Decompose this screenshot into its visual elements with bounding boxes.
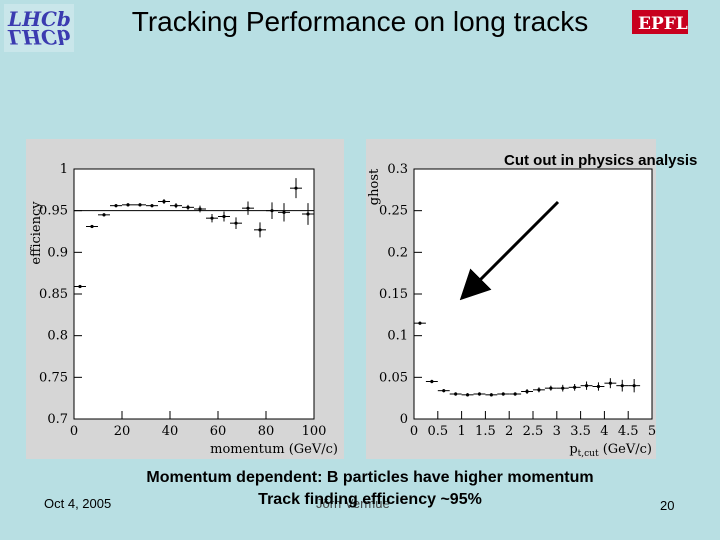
ghost-x-tick-label: 3.5 <box>570 424 591 439</box>
ghost-y-tick-label: 0.3 <box>387 162 408 177</box>
efficiency-data-point <box>218 211 230 222</box>
ghost-y-tick-label: 0.05 <box>379 370 408 385</box>
ghost-data-point <box>473 392 486 396</box>
efficiency-data-point <box>242 201 254 215</box>
ghost-data-point <box>592 382 605 391</box>
efficiency-data-point <box>86 224 98 229</box>
footer-line-2: Track finding efficiency ~95% <box>258 491 482 508</box>
efficiency-data-point <box>110 204 122 208</box>
annotation-arrow <box>459 200 560 301</box>
efficiency-x-tick-label: 20 <box>114 424 131 439</box>
ghost-chart: 0 0.5 1 1.5 2 2.5 3 3.5 4 4.5 5 0 0.05 0.1 0.15 0.2 0.25… <box>367 162 656 459</box>
ghost-data-point <box>449 392 462 396</box>
ghost-x-tick-label: 4.5 <box>618 424 639 439</box>
efficiency-y-tick-label: 0.7 <box>47 412 68 427</box>
ghost-x-tick-label: 2 <box>505 424 513 439</box>
efficiency-x-tick-label: 60 <box>210 424 227 439</box>
ghost-data-point <box>461 393 474 397</box>
ghost-chart-panel: 0 0.5 1 1.5 2 2.5 3 3.5 4 4.5 5 0 0.05 0.1 0.15 0.2 0.25… <box>366 139 656 459</box>
efficiency-x-label: momentum (GeV/c) <box>210 442 338 457</box>
ghost-data-point <box>414 321 426 325</box>
efficiency-data-point <box>302 203 314 225</box>
svg-text:LHCb: LHCb <box>7 25 71 49</box>
slide-title: Tracking Performance on long tracks <box>131 6 589 37</box>
ghost-x-tick-label: 5 <box>648 424 656 439</box>
efficiency-data-point <box>290 178 302 199</box>
ghost-y-tick-label: 0.2 <box>387 245 408 260</box>
ghost-data-point <box>580 381 593 390</box>
efficiency-y-tick-label: 0.8 <box>47 329 68 344</box>
footer-conclusion: Momentum dependent: B particles have hig… <box>90 467 650 511</box>
lhcb-logo: LHCb LHCb <box>4 4 74 52</box>
svg-text:EPFL: EPFL <box>638 14 688 34</box>
svg-text:LHCb: LHCb <box>7 7 71 31</box>
efficiency-plot-frame <box>73 168 315 420</box>
ghost-y-tick-label: 0.25 <box>379 204 408 219</box>
efficiency-data-point <box>146 204 158 208</box>
ghost-data-point <box>604 378 617 389</box>
ghost-data-point <box>509 392 522 396</box>
efficiency-data-point <box>230 217 242 229</box>
ghost-data-point <box>628 379 641 393</box>
efficiency-y-tick-label: 0.75 <box>39 370 68 385</box>
efficiency-y-tick-label: 0.95 <box>39 204 68 219</box>
efficiency-data-point <box>170 203 182 209</box>
annotation-text: Cut out in physics analysis <box>504 152 698 169</box>
efficiency-chart-panel: 0 20 40 60 80 100 0.7 0.75 0.8 0.85 0.9 0.95 1 effic… <box>26 139 344 459</box>
epfl-logo: EPFL <box>632 10 688 34</box>
efficiency-data-point <box>278 203 290 222</box>
efficiency-x-tick-label: 100 <box>302 424 327 439</box>
footer-author: Jörn Vermue <box>316 496 390 511</box>
ghost-data-point <box>616 379 629 392</box>
ghost-x-tick-label: 3 <box>553 424 561 439</box>
efficiency-data-point <box>206 214 218 223</box>
efficiency-data-point <box>98 213 110 217</box>
efficiency-y-tick-label: 0.85 <box>39 287 68 302</box>
ghost-y-label: ghost <box>367 168 382 205</box>
ghost-y-tick-label: 0.15 <box>379 287 408 302</box>
efficiency-x-tick-label: 0 <box>70 424 78 439</box>
efficiency-data-point <box>122 203 134 207</box>
ghost-data-point <box>425 379 438 384</box>
efficiency-data-point <box>254 222 266 238</box>
efficiency-data-point <box>158 199 170 204</box>
ghost-data-point <box>437 389 450 393</box>
efficiency-y-label: efficiency <box>29 201 44 265</box>
ghost-x-tick-label: 2.5 <box>523 424 544 439</box>
ghost-x-tick-label: 1.5 <box>475 424 496 439</box>
efficiency-x-tick-label: 40 <box>162 424 179 439</box>
ghost-x-tick-label: 0 <box>410 424 418 439</box>
ghost-x-tick-label: 0.5 <box>427 424 448 439</box>
efficiency-data-point <box>134 203 146 207</box>
ghost-data-point <box>521 389 533 394</box>
efficiency-data-point <box>194 205 206 213</box>
ghost-data-point <box>497 392 510 396</box>
ghost-data-point <box>568 384 581 391</box>
ghost-plot-frame <box>413 168 653 420</box>
efficiency-y-tick-label: 0.9 <box>47 245 68 260</box>
ghost-data-point <box>556 384 569 392</box>
efficiency-data-point <box>266 202 278 219</box>
ghost-y-tick-label: 0 <box>400 412 408 427</box>
page-number: 20 <box>660 498 675 513</box>
efficiency-y-tick-label: 1 <box>60 162 68 177</box>
ghost-data-point <box>485 393 498 397</box>
ghost-x-label: pt,cut (GeV/c) <box>569 442 652 459</box>
ghost-x-tick-label: 4 <box>600 424 608 439</box>
ghost-x-tick-label: 1 <box>457 424 465 439</box>
efficiency-data-point <box>74 284 86 289</box>
ghost-data-point <box>544 385 557 391</box>
ghost-data-point <box>533 387 545 393</box>
efficiency-data-point <box>182 204 194 210</box>
efficiency-x-tick-label: 80 <box>258 424 275 439</box>
efficiency-chart: 0 20 40 60 80 100 0.7 0.75 0.8 0.85 0.9 0.95 1 effic… <box>29 162 338 457</box>
footer-date: Oct 4, 2005 <box>44 496 112 511</box>
ghost-y-tick-label: 0.1 <box>387 329 408 344</box>
footer-line-1: Momentum dependent: B particles have hig… <box>146 469 594 486</box>
